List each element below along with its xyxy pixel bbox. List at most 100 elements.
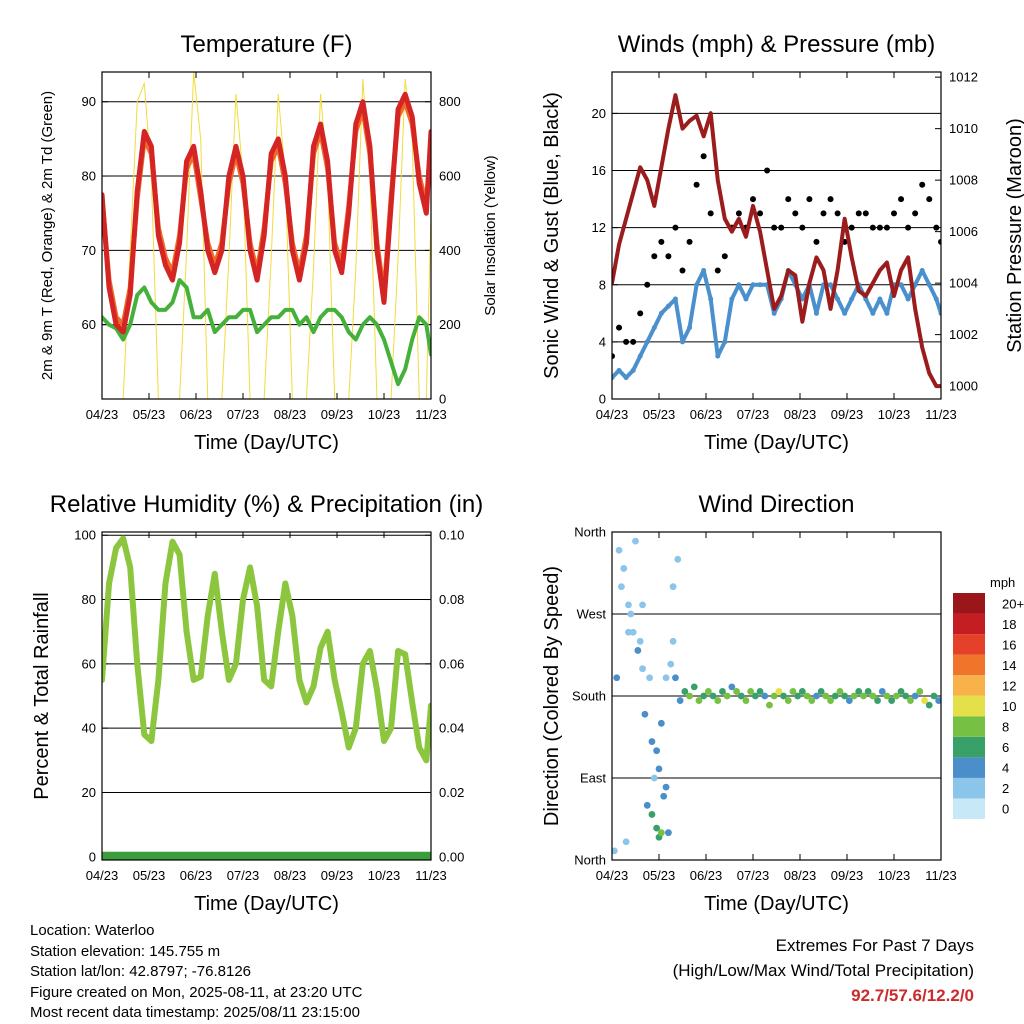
- series-line: [102, 72, 431, 399]
- legend-swatch: [953, 716, 985, 737]
- direction-point: [747, 688, 755, 695]
- direction-point: [676, 697, 684, 704]
- direction-point: [794, 692, 802, 700]
- x-tick-label: 10/23: [878, 868, 911, 883]
- x-tick-label: 07/23: [737, 868, 770, 883]
- gust-point: [820, 210, 827, 217]
- gust-point: [919, 181, 926, 188]
- series-line: [102, 278, 431, 387]
- y2-tick-label: 800: [439, 94, 461, 109]
- direction-point: [660, 792, 668, 800]
- y-tick-label: North: [574, 525, 606, 540]
- direction-point: [766, 701, 773, 709]
- x-tick-label: 11/23: [925, 407, 957, 422]
- chart-temperature: Temperature (F) 60 70 80 90 0 200 400 600 800 04/2…: [39, 31, 499, 454]
- recent-timestamp: Most recent data timestamp: 2025/08/11 2…: [30, 1004, 360, 1021]
- direction-point: [888, 697, 896, 704]
- direction-point: [798, 688, 806, 695]
- direction-point: [636, 637, 644, 645]
- plot-frame: [101, 531, 432, 861]
- gust-point: [799, 224, 806, 231]
- y2-tick-label: 0.06: [439, 656, 464, 671]
- y2-tick-label: 1012: [949, 70, 978, 85]
- wind-point: [729, 296, 735, 302]
- y2-tick-label: 600: [439, 169, 461, 184]
- y2-tick-label: 400: [439, 243, 461, 258]
- wind-point: [938, 310, 941, 316]
- direction-point: [625, 628, 632, 636]
- wind-point: [926, 282, 932, 288]
- gust-point: [651, 253, 658, 260]
- x-tick-label: 08/23: [274, 407, 307, 422]
- direction-point: [615, 546, 623, 554]
- y-tick-label: 60: [82, 656, 96, 671]
- gust-point: [757, 210, 764, 217]
- direction-point: [667, 660, 675, 668]
- y-tick-label: 20: [82, 785, 96, 800]
- direction-point: [817, 688, 825, 695]
- direction-point: [831, 692, 839, 700]
- y-tick-label: 0: [599, 392, 606, 407]
- gust-point: [806, 196, 813, 203]
- y2-tick-label: 0.04: [439, 721, 464, 736]
- gust-point: [827, 196, 834, 203]
- wind-point: [842, 310, 848, 316]
- gust-point: [750, 196, 756, 203]
- chart-title: Wind Direction: [698, 491, 854, 518]
- legend-label: 6: [1002, 740, 1009, 755]
- direction-point: [646, 674, 653, 682]
- wind-point: [658, 310, 664, 316]
- gust-point: [616, 324, 623, 331]
- direction-point: [733, 688, 740, 695]
- gust-point: [848, 224, 855, 231]
- direction-point: [930, 692, 938, 700]
- y-tick-label: 4: [599, 334, 606, 349]
- gust-point: [623, 338, 630, 345]
- wind-point: [898, 282, 904, 288]
- y-tick-label: 80: [82, 169, 96, 184]
- direction-point: [655, 765, 663, 773]
- legend-label: 8: [1002, 720, 1009, 735]
- extremes-description: (High/Low/Max Wind/Total Precipitation): [672, 961, 974, 980]
- station-location: Location: Waterloo: [30, 922, 155, 939]
- wind-point: [612, 375, 615, 381]
- direction-point: [643, 801, 651, 809]
- wind-point: [644, 339, 650, 345]
- x-tick-label: 07/23: [227, 868, 260, 883]
- wind-point: [933, 296, 939, 302]
- y2-tick-label: 0.00: [439, 849, 464, 864]
- x-tick-label: 11/23: [415, 868, 447, 883]
- direction-point: [618, 583, 625, 591]
- gust-point: [630, 338, 637, 345]
- x-tick-label: 09/23: [831, 407, 864, 422]
- wind-point: [701, 267, 707, 273]
- x-tick-label: 05/23: [643, 407, 676, 422]
- wind-point: [616, 367, 622, 373]
- x-tick-label: 07/23: [227, 407, 260, 422]
- direction-point: [629, 628, 637, 636]
- gust-point: [869, 224, 876, 231]
- direction-point: [902, 692, 910, 700]
- wind-point: [687, 325, 693, 331]
- y2-axis-title: Station Pressure (Maroon): [1004, 118, 1024, 353]
- direction-point: [728, 683, 736, 691]
- direction-point: [612, 847, 618, 855]
- direction-point: [822, 692, 830, 700]
- legend-swatch: [953, 777, 985, 799]
- direction-point: [921, 697, 928, 704]
- direction-point: [639, 601, 646, 609]
- gust-point: [665, 253, 672, 260]
- gust-point: [700, 153, 707, 160]
- direction-point: [662, 783, 670, 791]
- gust-point: [862, 210, 869, 217]
- x-tick-label: 10/23: [368, 868, 401, 883]
- y2-tick-label: 1008: [949, 173, 978, 188]
- figure-created: Figure created on Mon, 2025-08-11, at 23…: [30, 983, 363, 1001]
- direction-point: [742, 697, 750, 704]
- plot-area: [102, 535, 431, 860]
- x-tick-label: 07/23: [737, 407, 770, 422]
- direction-point: [845, 697, 853, 704]
- gust-point: [933, 224, 940, 231]
- legend-swatch: [953, 593, 985, 614]
- plot-area: [102, 72, 431, 399]
